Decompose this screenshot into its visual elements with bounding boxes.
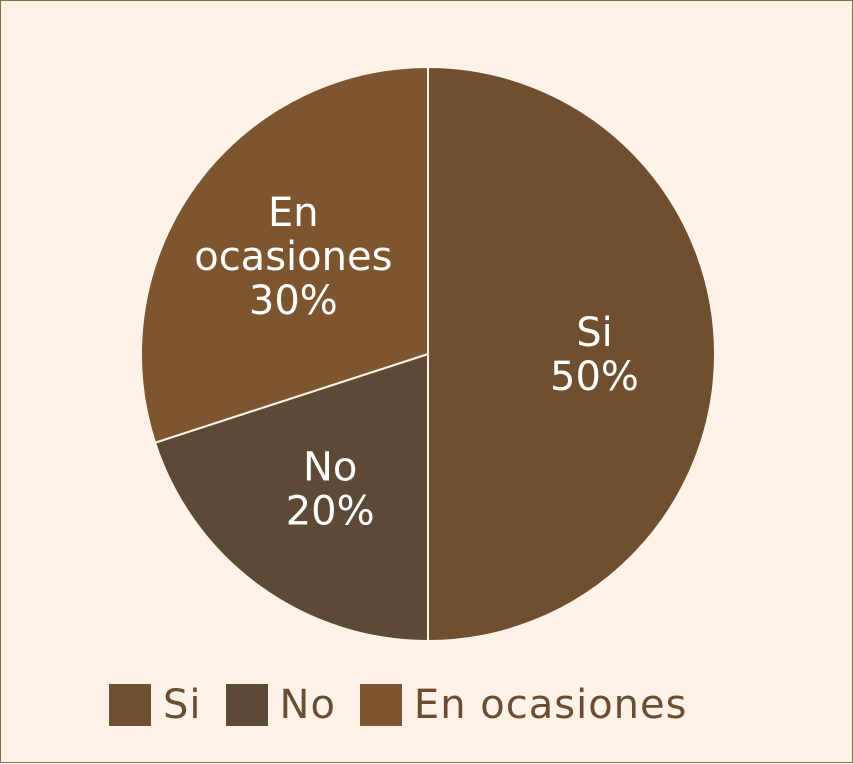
- slice-label-name-no: No: [303, 445, 357, 491]
- slice-label-name-si: Si: [576, 310, 613, 356]
- legend-label-en-ocasiones: En ocasiones: [413, 682, 688, 728]
- slice-label-value-si: 50%: [550, 354, 639, 400]
- slice-label-value-no: 20%: [286, 489, 375, 535]
- legend-label-no: No: [279, 682, 336, 728]
- legend-item-si: Si: [109, 682, 202, 728]
- legend-item-no: No: [225, 682, 336, 728]
- slice-label-value-en-ocasiones: 30%: [249, 278, 338, 324]
- pie-slice-en-ocasiones: [140, 65, 429, 444]
- slice-label-name-en-ocasiones: En: [268, 190, 319, 236]
- legend-swatch-en-ocasiones: [359, 684, 402, 726]
- pie-slice-no: [153, 352, 429, 643]
- legend-item-en-ocasiones: En ocasiones: [359, 682, 688, 728]
- legend-label-si: Si: [163, 682, 202, 728]
- slice-label-name-en-ocasiones: ocasiones: [194, 234, 392, 280]
- legend-swatch-si: [109, 684, 151, 726]
- legend-swatch-no: [225, 684, 268, 726]
- legend: Si No En ocasiones: [109, 682, 688, 728]
- pie-slice-si: [427, 65, 716, 643]
